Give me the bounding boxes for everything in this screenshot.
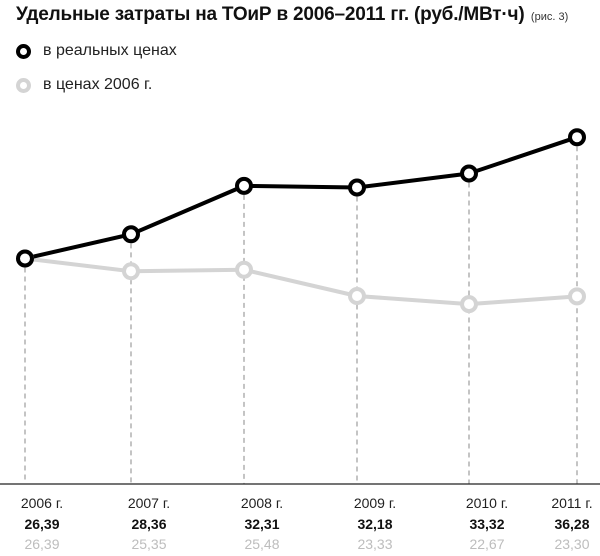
marker-series-0-point-1	[122, 225, 140, 244]
marker-series-0-point-4	[460, 164, 478, 183]
marker-series-1-point-5	[568, 287, 586, 306]
series-line-1	[24, 256, 578, 307]
x-tick-label-3: 2009 г.	[354, 495, 396, 511]
value-label-series-1-point-1: 25,35	[131, 536, 166, 552]
series-line-0	[24, 135, 578, 261]
value-label-series-1-point-5: 23,30	[554, 536, 589, 552]
value-label-series-1-point-0: 26,39	[24, 536, 59, 552]
x-tick-label-0: 2006 г.	[21, 495, 63, 511]
x-tick-label-1: 2007 г.	[128, 495, 170, 511]
legend-item-2006: в ценах 2006 г.	[16, 74, 177, 96]
legend-label-real: в реальных ценах	[43, 42, 177, 59]
value-label-series-1-point-3: 23,33	[357, 536, 392, 552]
marker-series-1-point-4	[460, 295, 478, 314]
value-label-series-0-point-3: 32,18	[357, 516, 392, 532]
legend: в реальных ценах в ценах 2006 г.	[16, 40, 177, 108]
x-tick-label-2: 2008 г.	[241, 495, 283, 511]
series-markers	[16, 128, 586, 314]
marker-series-0-point-5	[568, 128, 586, 147]
chart-title: Удельные затраты на ТОиР в 2006–2011 гг.…	[16, 4, 568, 26]
legend-swatch-real	[16, 43, 31, 59]
marker-series-1-point-2	[235, 260, 253, 279]
series-lines	[24, 135, 578, 307]
legend-label-2006: в ценах 2006 г.	[43, 76, 153, 93]
marker-series-1-point-3	[348, 287, 366, 305]
value-label-series-1-point-4: 22,67	[469, 536, 504, 552]
value-label-series-1-point-2: 25,48	[244, 536, 279, 552]
chart-title-text: Удельные затраты на ТОиР в 2006–2011 гг.…	[16, 4, 525, 25]
marker-series-0-point-0	[16, 249, 34, 268]
x-tick-label-5: 2011 г.	[551, 495, 592, 511]
x-axis-labels: 2006 г. 2007 г. 2008 г. 2009 г. 2010 г. 2011 …	[21, 495, 593, 511]
figure-note: (рис. 3)	[530, 11, 569, 23]
marker-series-1-point-1	[122, 262, 140, 281]
marker-series-0-point-3	[348, 178, 366, 197]
value-label-series-0-point-1: 28,36	[131, 516, 166, 532]
legend-item-real: в реальных ценах	[16, 40, 177, 62]
value-label-series-0-point-0: 26,39	[24, 516, 59, 532]
marker-series-0-point-2	[235, 176, 253, 195]
gridlines	[24, 137, 578, 484]
value-label-series-0-point-5: 36,28	[554, 516, 589, 532]
x-tick-label-4: 2010 г.	[466, 495, 508, 511]
legend-swatch-2006	[16, 77, 31, 93]
value-label-series-0-point-4: 33,32	[469, 516, 504, 532]
value-labels: 26,39 26,39 28,36 25,35 32,31 25,48 32,18 23,33…	[24, 516, 589, 552]
value-label-series-0-point-2: 32,31	[244, 516, 279, 532]
